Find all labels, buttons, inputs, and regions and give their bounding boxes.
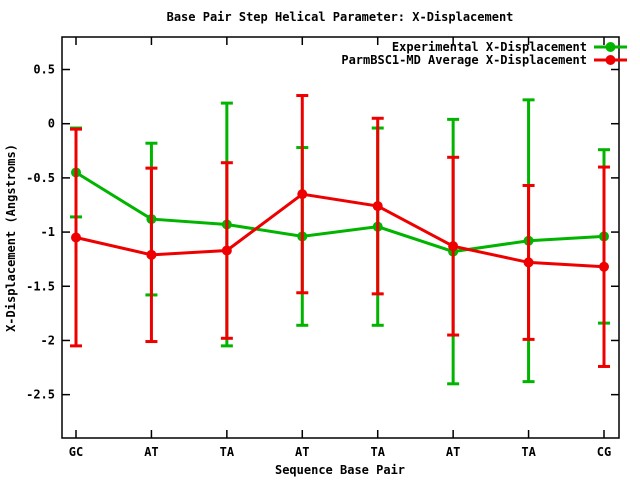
- data-point: [372, 201, 383, 212]
- x-tick-label: AT: [295, 445, 309, 459]
- y-tick-label: -0.5: [26, 171, 55, 185]
- legend-label: ParmBSC1-MD Average X-Displacement: [341, 53, 587, 67]
- data-point: [146, 249, 157, 260]
- x-tick-label: TA: [521, 445, 536, 459]
- x-axis-label: Sequence Base Pair: [275, 463, 405, 477]
- plot-area: 0.5 0 -0.5 -1 -1.5 -2 -2.5 GC AT TA AT TA AT TA CG Expe…: [26, 36, 627, 459]
- legend-sample-point: [605, 42, 616, 52]
- y-tick-label: 0.5: [33, 63, 55, 77]
- y-tick-label: -2: [41, 333, 55, 347]
- y-tick-label: -1: [41, 225, 55, 239]
- y-axis-label: X-Displacement (Angstroms): [4, 144, 18, 332]
- x-tick-label: AT: [144, 445, 158, 459]
- chart-title: Base Pair Step Helical Parameter: X-Disp…: [167, 10, 514, 24]
- x-tick-label: TA: [370, 445, 385, 459]
- x-tick-label: GC: [69, 445, 83, 459]
- x-tick-label: CG: [597, 445, 611, 459]
- data-point: [599, 261, 609, 272]
- plot-border: [61, 36, 620, 439]
- x-tick-label: AT: [446, 445, 460, 459]
- data-point: [71, 232, 81, 243]
- y-tick-label: -1.5: [26, 279, 55, 293]
- data-point: [221, 245, 232, 256]
- data-point: [448, 241, 459, 252]
- y-tick-label: -2.5: [26, 388, 55, 402]
- x-tick-label: TA: [220, 445, 235, 459]
- series-line: [75, 192, 605, 269]
- data-point: [523, 257, 534, 268]
- legend-label: Experimental X-Displacement: [392, 40, 587, 54]
- data-point: [297, 189, 308, 200]
- series-line: [75, 171, 605, 254]
- legend-sample-point: [605, 55, 616, 65]
- y-tick-label: 0: [48, 117, 55, 131]
